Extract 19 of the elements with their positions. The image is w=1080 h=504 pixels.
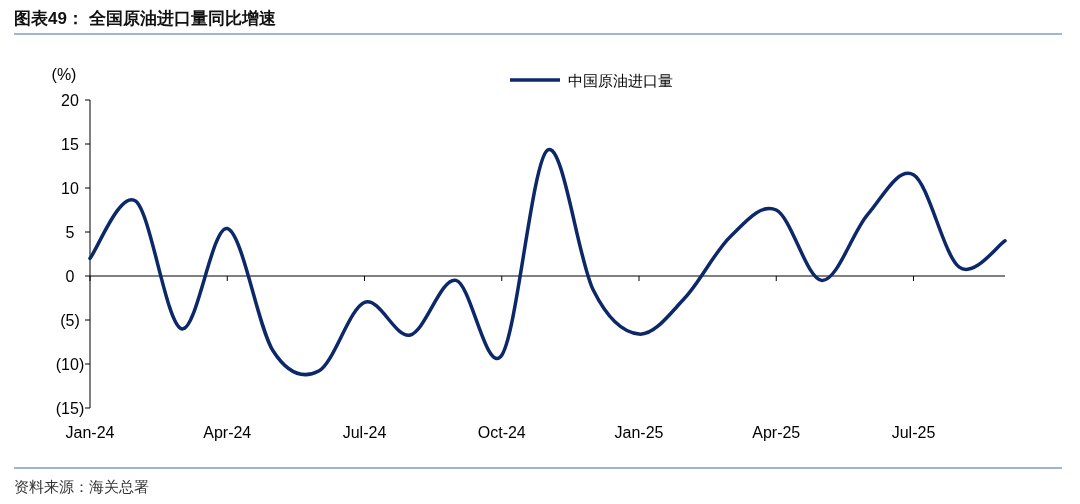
y-tick-label: 20 <box>61 92 79 109</box>
x-tick-label: Jan-24 <box>65 424 115 441</box>
x-tick-label: Jan-25 <box>614 424 664 441</box>
x-tick-label: Jul-24 <box>342 424 387 441</box>
y-tick-label: 10 <box>61 180 79 197</box>
y-tick-label: 0 <box>65 268 75 285</box>
x-tick-label: Apr-25 <box>752 424 801 441</box>
x-tick-label: Oct-24 <box>477 424 526 441</box>
legend-label: 中国原油进口量 <box>568 72 673 89</box>
y-tick-label: 5 <box>65 224 75 241</box>
y-tick-label: 15 <box>61 136 79 153</box>
x-tick-label: Jul-25 <box>891 424 936 441</box>
y-axis-title: (%) <box>51 66 77 83</box>
chart-title: 图表49： 全国原油进口量同比增速 <box>14 9 276 28</box>
x-tick-label: Apr-24 <box>203 424 252 441</box>
text: 资料来源：海关总署 <box>14 478 149 495</box>
y-tick-label: (5) <box>60 312 80 329</box>
y-tick-label: (15) <box>55 400 85 417</box>
y-tick-label: (10) <box>55 356 85 373</box>
